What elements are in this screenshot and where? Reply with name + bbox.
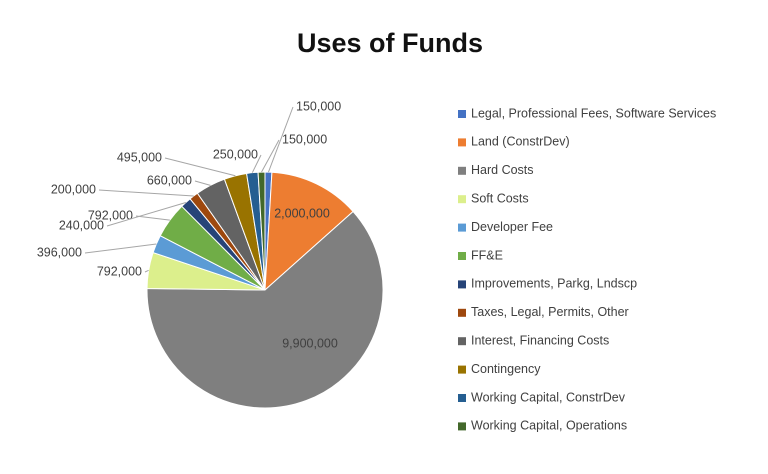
legend-swatch <box>458 422 466 431</box>
data-label: 200,000 <box>51 182 96 196</box>
legend-swatch <box>458 308 466 317</box>
leader-line <box>144 269 149 273</box>
legend-label: Taxes, Legal, Permits, Other <box>471 305 629 319</box>
legend-label: FF&E <box>471 248 503 262</box>
legend-swatch <box>458 337 466 346</box>
legend-label: Soft Costs <box>471 191 529 205</box>
legend-label: Working Capital, Operations <box>471 419 627 433</box>
legend-swatch <box>458 195 466 204</box>
legend-label: Working Capital, ConstrDev <box>471 390 626 404</box>
legend-swatch <box>458 138 466 147</box>
pie-slice <box>257 171 266 291</box>
legend-swatch <box>458 365 466 374</box>
data-label: 240,000 <box>59 218 104 232</box>
data-label: 150,000 <box>296 99 341 113</box>
leader-line <box>106 201 186 227</box>
legend-swatch <box>458 110 466 118</box>
legend-swatch <box>458 394 466 402</box>
data-label: 250,000 <box>213 147 258 161</box>
data-label: 792,000 <box>88 208 133 222</box>
leader-line <box>194 180 211 186</box>
data-label: 150,000 <box>282 132 327 146</box>
legend-label: Hard Costs <box>471 163 534 177</box>
leader-line <box>164 157 236 177</box>
legend-swatch <box>458 223 466 232</box>
leader-line <box>98 189 194 197</box>
legend-label: Land (ConstrDev) <box>471 135 570 149</box>
legend-label: Improvements, Parkg, Lndscp <box>471 277 637 291</box>
data-label: 792,000 <box>97 264 142 278</box>
leader-line <box>84 243 157 254</box>
data-label: 9,900,000 <box>282 336 338 350</box>
legend-label: Contingency <box>471 362 541 376</box>
data-label: 2,000,000 <box>274 206 330 220</box>
legend-swatch <box>458 280 466 289</box>
legend-label: Developer Fee <box>471 220 553 234</box>
legend-swatch <box>458 252 466 260</box>
data-label: 396,000 <box>37 245 82 259</box>
leader-line <box>261 139 280 173</box>
leader-line <box>251 154 262 173</box>
data-label: 660,000 <box>147 173 192 187</box>
legend-swatch <box>458 166 466 175</box>
legend-label: Interest, Financing Costs <box>471 333 609 347</box>
pie-slice <box>146 210 384 409</box>
leader-line <box>268 106 294 173</box>
chart-title: Uses of Funds <box>297 28 483 58</box>
data-label: 495,000 <box>117 150 162 164</box>
legend-label: Legal, Professional Fees, Software Servi… <box>471 106 716 120</box>
leader-line <box>135 215 170 221</box>
pie-slice <box>264 171 354 292</box>
